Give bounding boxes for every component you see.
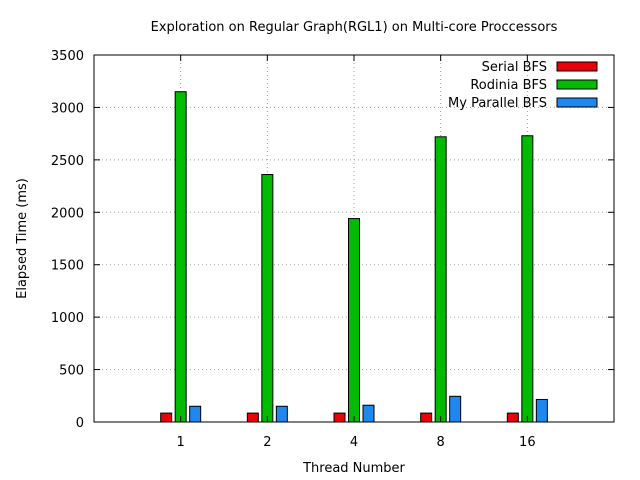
bar-rodinia-bfs-8 (434, 136, 447, 423)
bar-serial-bfs-16 (506, 412, 519, 423)
bar-rodinia-bfs-1 (174, 91, 187, 423)
bar-rodinia-bfs-2 (261, 174, 274, 423)
x-tick-label: 4 (350, 435, 358, 450)
legend-swatch (556, 97, 598, 108)
legend-label: My Parallel BFS (448, 96, 547, 111)
y-tick-label: 1500 (51, 259, 84, 274)
legend-swatch (556, 79, 598, 90)
y-tick-label: 0 (76, 416, 84, 431)
legend: Serial BFS Rodinia BFS My Parallel BFS (448, 60, 598, 111)
legend-item-rodinia-bfs: Rodinia BFS (470, 78, 598, 93)
y-tick-label: 3500 (51, 49, 84, 64)
bar-serial-bfs-8 (420, 412, 433, 423)
y-tick-label: 2000 (51, 206, 84, 221)
legend-label: Rodinia BFS (470, 78, 547, 93)
legend-swatch (556, 61, 598, 72)
bars (160, 91, 548, 423)
x-tick-label: 16 (519, 435, 536, 450)
bar-my-parallel-bfs-4 (362, 404, 375, 423)
bar-my-parallel-bfs-1 (189, 405, 202, 423)
bar-serial-bfs-4 (333, 412, 346, 423)
bar-serial-bfs-2 (246, 412, 259, 423)
y-tick-label: 2500 (51, 154, 84, 169)
x-tick-label: 8 (437, 435, 445, 450)
legend-item-serial-bfs: Serial BFS (482, 60, 598, 75)
bar-serial-bfs-1 (160, 412, 173, 423)
x-tick-label: 2 (263, 435, 271, 450)
legend-label: Serial BFS (482, 60, 547, 75)
chart-title: Exploration on Regular Graph(RGL1) on Mu… (151, 20, 558, 35)
axes: 0 500 1000 1500 2000 2500 3000 3500 1 2 4 8 16 (51, 49, 615, 450)
bar-rodinia-bfs-4 (348, 218, 360, 423)
x-axis-label: Thread Number (302, 461, 405, 476)
y-tick-label: 3000 (51, 101, 84, 116)
legend-item-my-parallel-bfs: My Parallel BFS (448, 96, 598, 111)
y-axis-label: Elapsed Time (ms) (15, 178, 30, 299)
y-tick-label: 500 (59, 364, 84, 379)
bar-rodinia-bfs-16 (521, 135, 534, 423)
bar-my-parallel-bfs-2 (275, 405, 288, 423)
x-tick-label: 1 (177, 435, 185, 450)
bar-my-parallel-bfs-8 (449, 395, 462, 423)
y-tick-label: 1000 (51, 311, 84, 326)
bar-my-parallel-bfs-16 (535, 398, 548, 423)
